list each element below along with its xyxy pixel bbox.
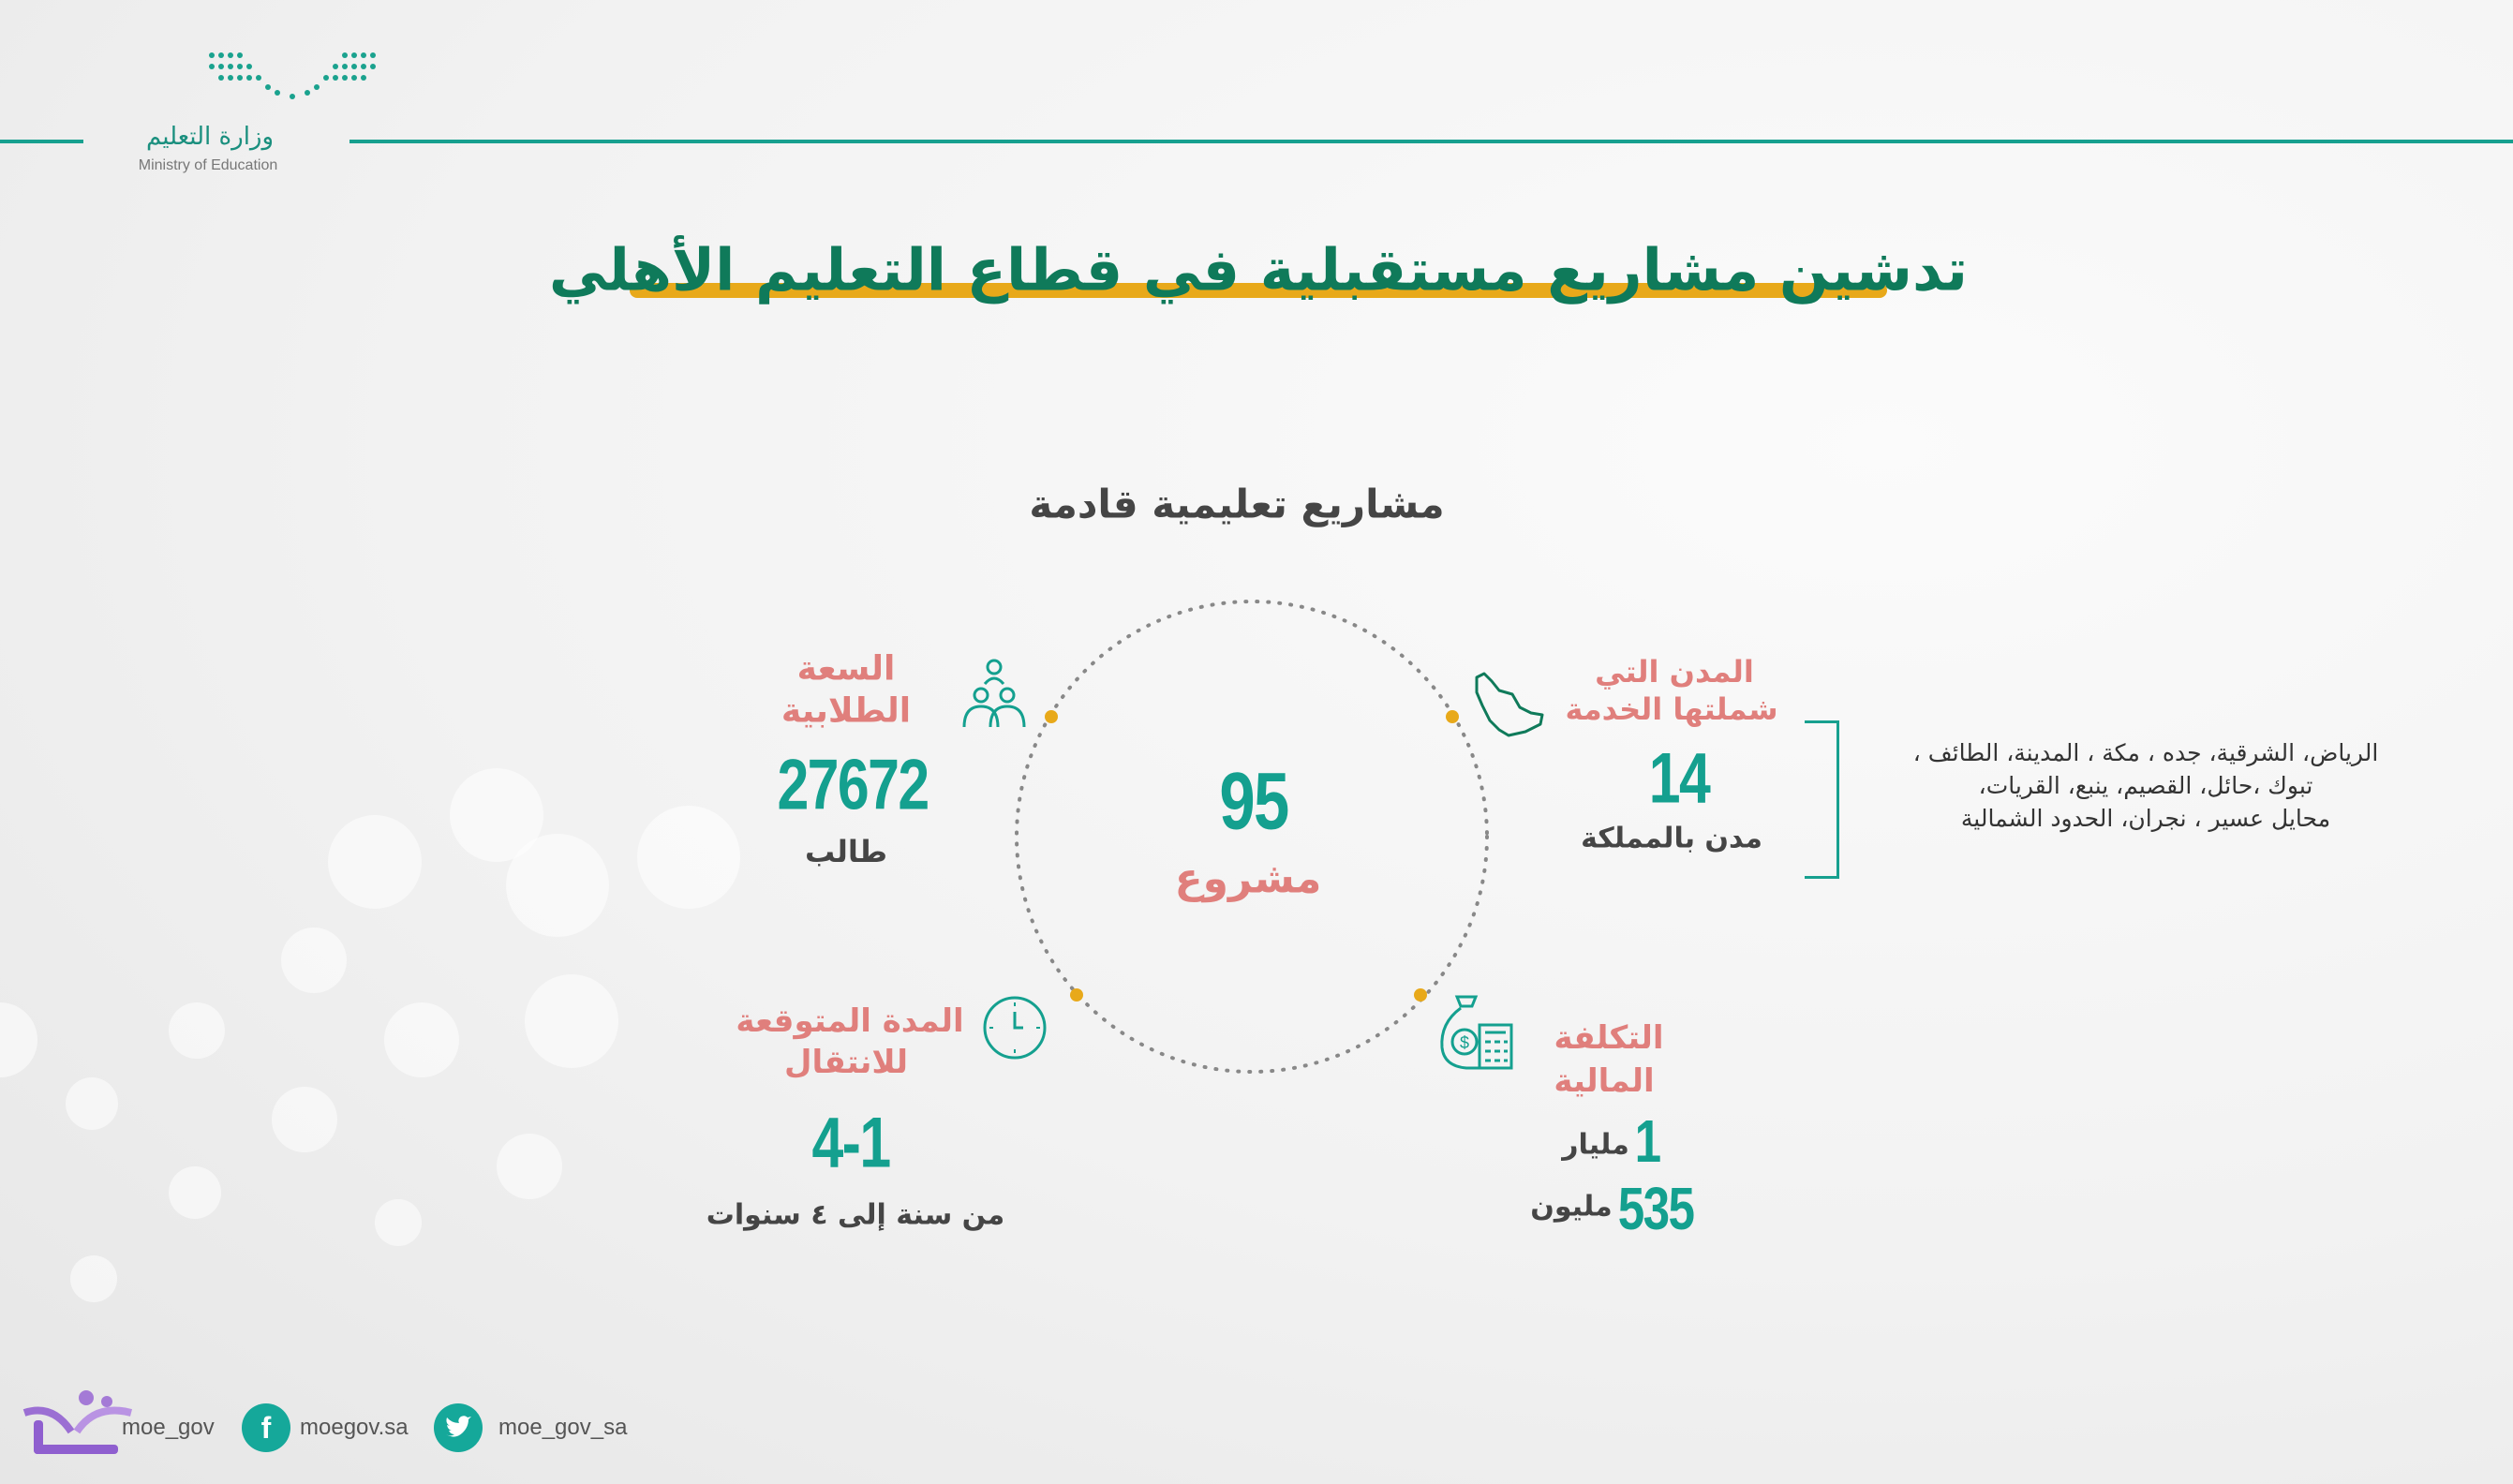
duration-value: 4-1 — [811, 1103, 891, 1183]
connector-dot — [1414, 988, 1427, 1002]
cities-list: الرياض، الشرقية، جده ، مكة ، المدينة، ال… — [1865, 736, 2427, 835]
cost-value-billion: 1 — [1634, 1107, 1661, 1175]
section-subtitle: مشاريع تعليمية قادمة — [1029, 481, 1445, 527]
title-underline — [630, 283, 1887, 298]
cost-title-1: التكلفة — [1554, 1019, 1664, 1057]
capacity-value: 27672 — [777, 745, 929, 825]
talabna-watermark-logo — [21, 1385, 137, 1460]
duration-unit: من سنة إلى ٤ سنوات — [706, 1198, 1005, 1232]
instagram-handle[interactable]: moe_gov — [122, 1415, 215, 1440]
cost-title-2: المالية — [1554, 1062, 1655, 1100]
cities-unit: مدن بالمملكة — [1581, 822, 1762, 855]
projects-count: 95 — [1219, 756, 1289, 847]
logo-dots-icon — [209, 52, 376, 99]
cities-list-line: محايل عسير ، نجران، الحدود الشمالية — [1960, 805, 2331, 832]
svg-text:$: $ — [1460, 1033, 1469, 1052]
connector-dot — [1446, 710, 1459, 723]
twitter-handle[interactable]: moe_gov_sa — [498, 1415, 628, 1440]
connector-dot — [1045, 710, 1058, 723]
cost-unit-million: مليون — [1530, 1190, 1613, 1224]
cities-value: 14 — [1648, 738, 1711, 819]
cost-unit-billion: مليار — [1562, 1128, 1629, 1162]
students-icon — [962, 659, 1026, 728]
dotted-circle — [1015, 600, 1489, 1074]
cities-list-line: تبوك ،حائل، القصيم، ينبع، القريات، — [1978, 772, 2313, 799]
money-bag-icon: $ — [1440, 995, 1513, 1070]
header-line-right — [349, 140, 2513, 143]
cities-list-line: الرياض، الشرقية، جده ، مكة ، المدينة، ال… — [1912, 739, 2379, 766]
twitter-icon[interactable] — [434, 1403, 483, 1452]
projects-label: مشروع — [1174, 854, 1322, 903]
header-line-left — [0, 140, 83, 143]
capacity-unit: طالب — [804, 834, 888, 869]
capacity-title-2: الطلابية — [781, 691, 912, 731]
duration-title-1: المدة المتوقعة — [736, 1002, 964, 1040]
cities-title-1: المدن التي — [1595, 654, 1754, 690]
cities-bracket — [1805, 720, 1839, 879]
facebook-icon[interactable]: f — [242, 1403, 290, 1452]
clock-icon — [983, 996, 1047, 1060]
ministry-logo — [208, 52, 377, 104]
saudi-map-icon — [1475, 672, 1544, 737]
facebook-handle[interactable]: moegov.sa — [300, 1415, 409, 1440]
capacity-title-1: السعة — [796, 649, 896, 689]
page-title: تدشين مشاريع مستقبلية في قطاع التعليم ال… — [548, 235, 1969, 304]
cities-title-2: شملتها الخدمة — [1565, 691, 1778, 727]
cost-value-million: 535 — [1617, 1175, 1695, 1242]
connector-dot — [1070, 988, 1083, 1002]
ministry-name-ar: وزارة التعليم — [145, 123, 275, 151]
ministry-name-en: Ministry of Education — [138, 157, 278, 173]
duration-title-2: للانتقال — [784, 1044, 908, 1081]
